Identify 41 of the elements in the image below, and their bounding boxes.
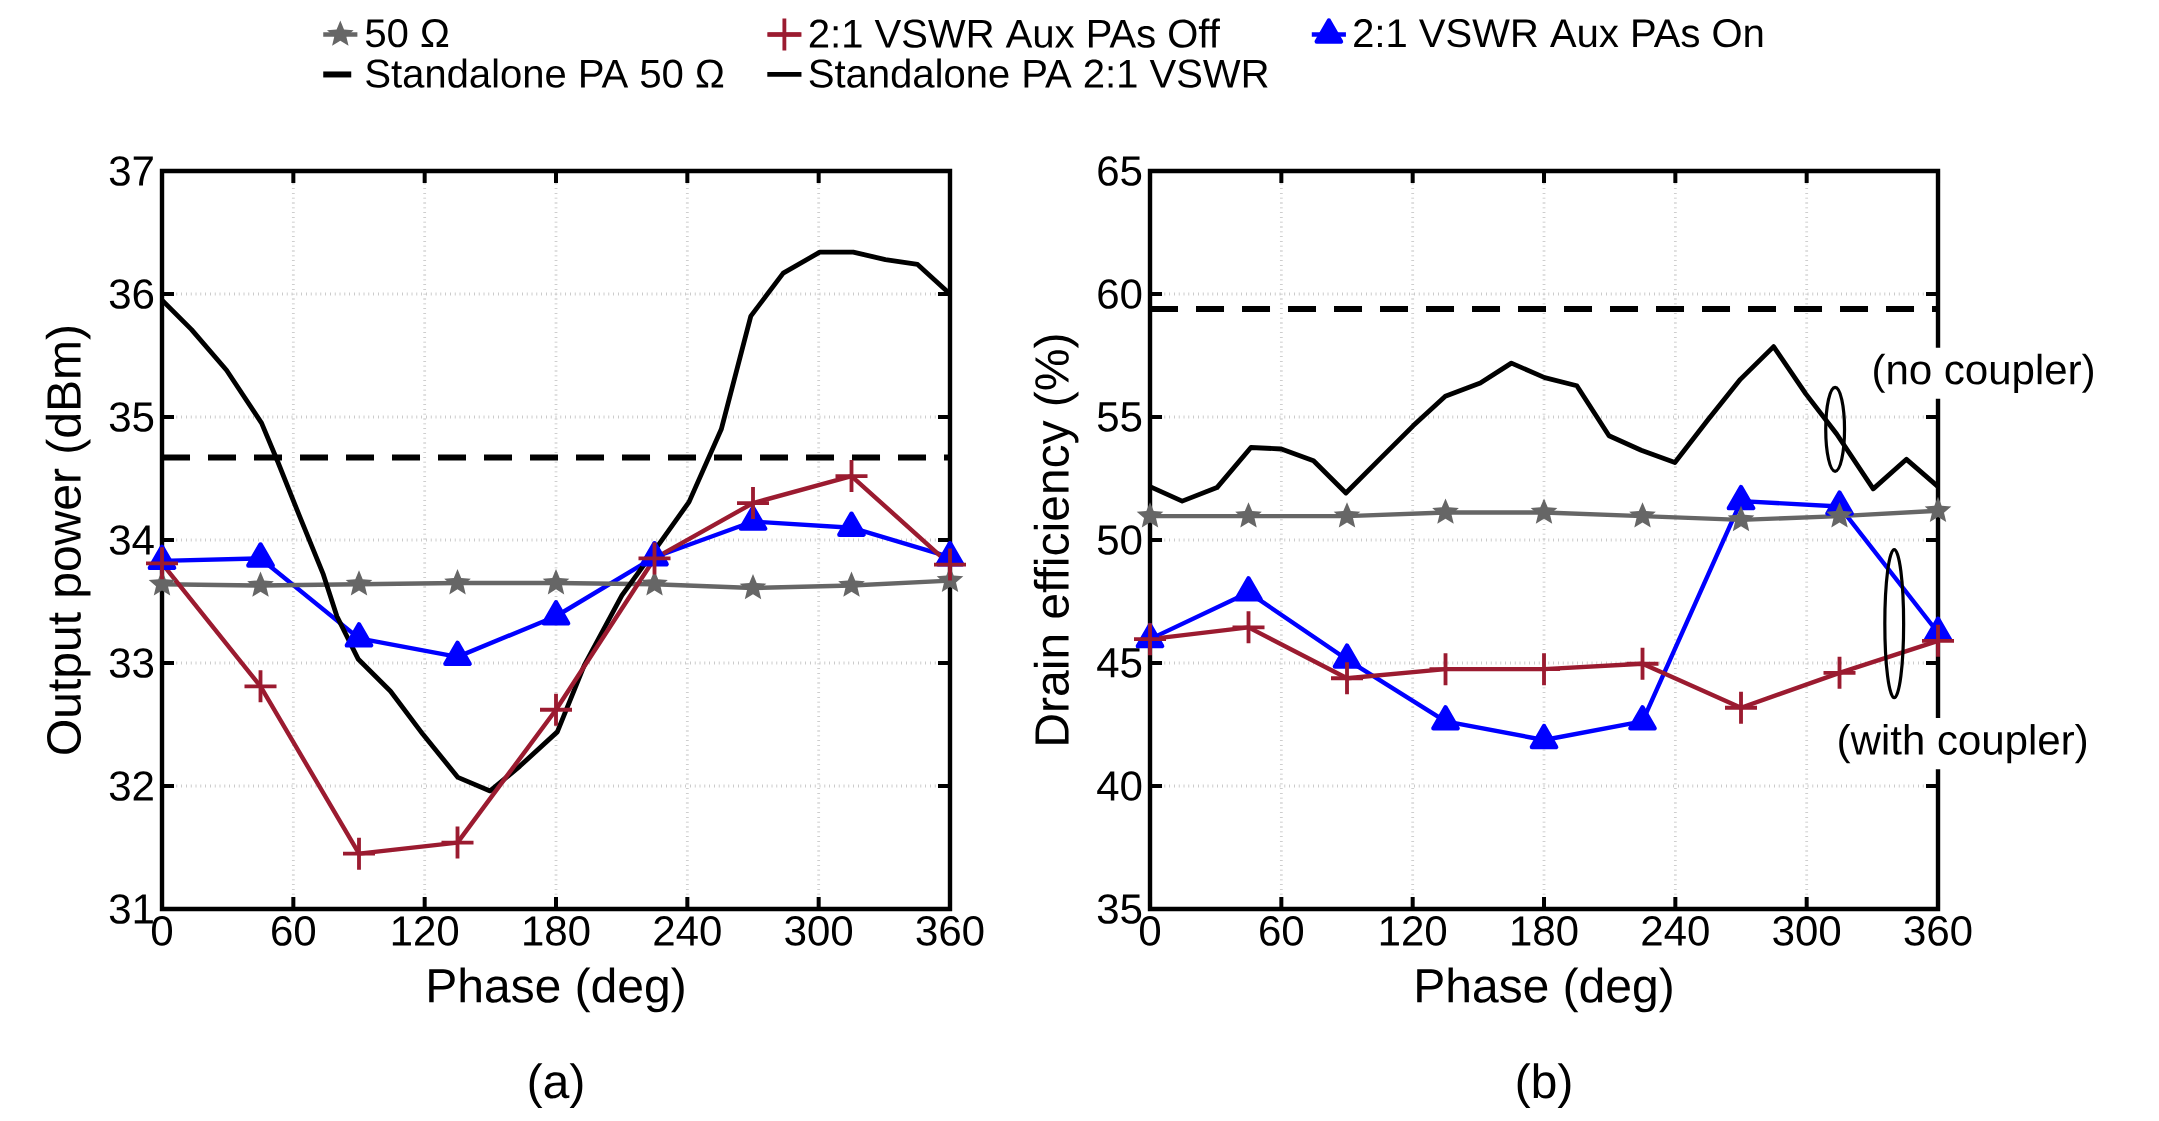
annotation: (with coupler) (1839, 724, 2087, 764)
y-tick-label: 37 (109, 156, 153, 186)
y-tick-label: 33 (109, 648, 154, 678)
x-tick-label: 240 (654, 916, 721, 946)
y-tick-label: 60 (1098, 279, 1142, 309)
text: (b) (1517, 1063, 1571, 1108)
y-tick-label: 40 (1097, 771, 1142, 801)
x-tick-label: 0 (151, 916, 173, 946)
x-tick-label: 60 (272, 916, 316, 946)
legend-label: Standalone PA 2:1 VSWR (809, 58, 1268, 88)
x-tick-label: 0 (1139, 916, 1161, 946)
y-tick-label: 55 (1097, 402, 1142, 432)
x-axis-title: Phase (deg) (1417, 967, 1672, 1013)
x-tick-label: 60 (1260, 916, 1304, 946)
x-tick-label: 300 (1773, 916, 1841, 946)
x-tick-label: 120 (392, 916, 459, 946)
x-axis-title: Phase (deg) (429, 967, 684, 1013)
x-tick-label: 180 (524, 916, 590, 946)
y-axis-title: Output power (dBm) (45, 326, 91, 754)
text: (a) (529, 1063, 583, 1108)
x-tick-label: 180 (1512, 916, 1578, 946)
y-tick-label: 50 (1097, 525, 1142, 555)
x-tick-label: 300 (785, 916, 853, 946)
x-tick-label: 120 (1380, 916, 1447, 946)
legend-label: 2:1 VSWR Aux PAs Off (809, 18, 1220, 48)
y-tick-label: 31 (109, 894, 153, 924)
legend-label: Standalone PA 50 Ω (366, 58, 724, 88)
y-tick-label: 34 (109, 525, 154, 555)
y-axis-title: Drain efficiency (%) (1033, 335, 1079, 744)
y-tick-label: 36 (109, 279, 154, 309)
y-tick-label: 65 (1098, 156, 1142, 186)
y-tick-label: 35 (1097, 894, 1142, 924)
y-tick-label: 45 (1097, 648, 1142, 678)
x-tick-label: 240 (1642, 916, 1709, 946)
x-tick-label: 360 (1904, 916, 1972, 946)
y-tick-label: 35 (109, 402, 154, 432)
y-tick-label: 32 (109, 771, 153, 801)
annotation: (no coupler) (1874, 353, 2093, 393)
x-tick-label: 360 (916, 916, 984, 946)
legend-label: 50 Ω (365, 19, 449, 48)
legend-label: 2:1 VSWR Aux PAs On (1354, 19, 1763, 48)
